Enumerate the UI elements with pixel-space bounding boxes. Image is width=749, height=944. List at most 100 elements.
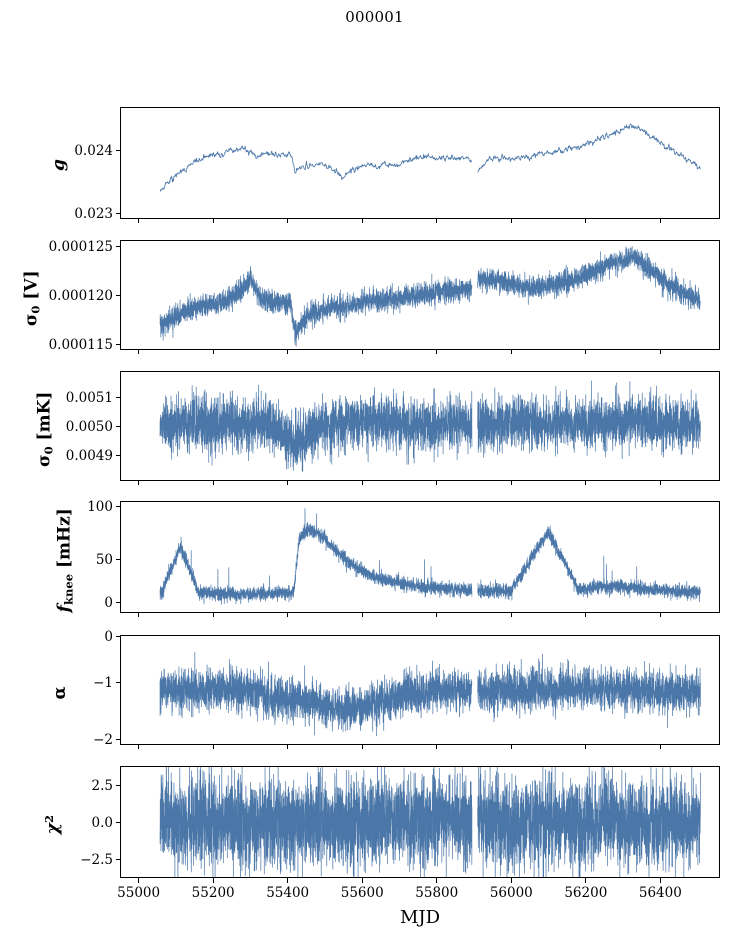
trace-panel4	[159, 508, 701, 605]
xtickmark-panel1-55400	[287, 219, 289, 223]
xtick-label-55000: 55000	[117, 885, 161, 901]
xtickmark-panel4-56400	[659, 613, 661, 617]
trace-panel6	[159, 767, 701, 877]
xtickmark-panel1-56400	[659, 219, 661, 223]
xtickmark-panel2-56200	[585, 350, 587, 354]
xtick-label-56200: 56200	[564, 885, 608, 901]
xtickmark-panel2-55800	[436, 350, 438, 354]
xtickmark-panel1-55800	[436, 219, 438, 223]
ytickmark-alpha-1	[116, 681, 121, 683]
xtickmark-panel2-55000	[138, 350, 140, 354]
trace-panel3	[159, 380, 701, 472]
xtickmark-panel3-56400	[659, 481, 661, 485]
ytick-gain-0: 0.023	[74, 206, 113, 222]
xtickmark-panel4-56000	[510, 613, 512, 617]
xtickmark-panel5-55400	[287, 745, 289, 749]
xtickmark-panel3-55600	[361, 481, 363, 485]
xtickmark-panel5-56400	[659, 745, 661, 749]
xtickmark-panel3-56200	[585, 481, 587, 485]
xtickmark-panel5-55000	[138, 745, 140, 749]
xtickmark-panel4-55000	[138, 613, 140, 617]
xtickmark-panel2-56000	[510, 350, 512, 354]
trace-panel2	[159, 246, 701, 347]
xtickmark-56400	[659, 878, 661, 883]
panel-gain	[120, 107, 720, 219]
xtick-label-55200: 55200	[191, 885, 235, 901]
ytickmark-chisq-1	[116, 821, 121, 823]
xtickmark-panel4-55800	[436, 613, 438, 617]
xtickmark-panel4-55400	[287, 613, 289, 617]
xtick-label-55400: 55400	[266, 885, 310, 901]
ylabel-alpha: α	[50, 686, 70, 700]
xtickmark-panel3-55400	[287, 481, 289, 485]
xtickmark-panel1-56200	[585, 219, 587, 223]
figure-title: 000001	[345, 8, 404, 26]
panel-fknee	[120, 501, 720, 613]
xtickmark-panel2-55200	[212, 350, 214, 354]
xtickmark-panel5-55600	[361, 745, 363, 749]
ytickmark-alpha-0	[116, 738, 121, 740]
xtick-label-55600: 55600	[340, 885, 384, 901]
xtickmark-panel2-55400	[287, 350, 289, 354]
ytickmark-chisq-0	[116, 858, 121, 860]
xtick-label-56000: 56000	[489, 885, 533, 901]
xtickmark-panel3-55200	[212, 481, 214, 485]
ytick-chisq-0: −2.5	[80, 852, 113, 868]
ytickmark-sigma0v-2	[116, 245, 121, 247]
xlabel-mjd: MJD	[399, 907, 441, 928]
trace-panel5	[159, 651, 701, 737]
ytick-fknee-0: 0	[104, 595, 113, 611]
ytick-alpha-2: 0	[104, 629, 113, 645]
ytickmark-gain-1	[116, 149, 121, 151]
xtickmark-panel4-55600	[361, 613, 363, 617]
xtickmark-panel3-55800	[436, 481, 438, 485]
xtickmark-panel1-55000	[138, 219, 140, 223]
ytickmark-sigma0mk-0	[116, 454, 121, 456]
xtickmark-55200	[212, 878, 214, 883]
xtickmark-55800	[436, 878, 438, 883]
ytick-alpha-0: −2	[93, 732, 113, 748]
ytick-sigma0v-2: 0.000125	[48, 239, 113, 255]
xtickmark-panel3-55000	[138, 481, 140, 485]
xtickmark-56200	[585, 878, 587, 883]
ytick-sigma0v-1: 0.000120	[48, 288, 113, 304]
xtick-label-55800: 55800	[415, 885, 459, 901]
ytick-sigma0mk-2: 0.0051	[65, 390, 113, 406]
xtickmark-panel1-56000	[510, 219, 512, 223]
xtickmark-55000	[138, 878, 140, 883]
xtickmark-panel4-56200	[585, 613, 587, 617]
ytickmark-sigma0v-1	[116, 294, 121, 296]
ytickmark-chisq-2	[116, 784, 121, 786]
xtickmark-panel2-56400	[659, 350, 661, 354]
panel-sigma0-mk	[120, 371, 720, 481]
xtickmark-panel2-55600	[361, 350, 363, 354]
panel-chisq	[120, 766, 720, 878]
ytick-chisq-1: 0.0	[91, 815, 113, 831]
ytickmark-sigma0mk-1	[116, 425, 121, 427]
xtickmark-panel1-55600	[361, 219, 363, 223]
ytickmark-fknee-1	[116, 558, 121, 560]
ytickmark-sigma0v-0	[116, 343, 121, 345]
xtickmark-panel4-55200	[212, 613, 214, 617]
xtickmark-panel5-55200	[212, 745, 214, 749]
ytickmark-fknee-0	[116, 601, 121, 603]
ytick-chisq-2: 2.5	[91, 778, 113, 794]
xtickmark-panel3-56000	[510, 481, 512, 485]
xtickmark-panel5-56000	[510, 745, 512, 749]
xtickmark-panel1-55200	[212, 219, 214, 223]
ytick-gain-1: 0.024	[74, 143, 113, 159]
ytickmark-sigma0mk-2	[116, 396, 121, 398]
xtickmark-55600	[361, 878, 363, 883]
xtickmark-55400	[287, 878, 289, 883]
xtick-label-56400: 56400	[638, 885, 682, 901]
ytick-fknee-1: 50	[95, 552, 113, 568]
xtickmark-56000	[510, 878, 512, 883]
xtickmark-panel5-56200	[585, 745, 587, 749]
trace-panel1	[159, 123, 701, 192]
panel-alpha	[120, 635, 720, 745]
ytick-sigma0mk-1: 0.0050	[65, 419, 113, 435]
ytick-fknee-2: 100	[87, 499, 113, 515]
ytick-alpha-1: −1	[93, 675, 113, 691]
ytickmark-gain-0	[116, 212, 121, 214]
